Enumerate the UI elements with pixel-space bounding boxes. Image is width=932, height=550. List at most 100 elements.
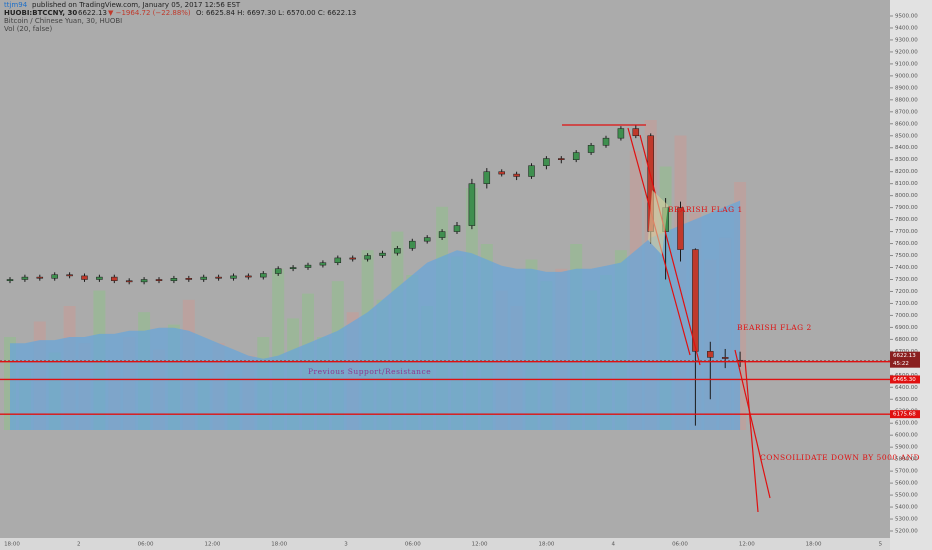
trend-line	[744, 359, 759, 513]
y-tick-label: 9300.00	[895, 37, 918, 43]
candle-body	[81, 275, 88, 280]
candle-body	[245, 275, 252, 278]
y-tick-label: 7700.00	[895, 229, 918, 235]
y-tick-label: 8700.00	[895, 109, 918, 115]
candle-body	[349, 257, 356, 260]
candle-body	[334, 257, 342, 263]
candle-body	[721, 357, 729, 359]
y-tick-label: 6400.00	[895, 385, 918, 391]
candle-body	[185, 278, 193, 280]
y-tick-label: 8100.00	[895, 181, 918, 187]
candle-body	[289, 267, 297, 269]
symbol: HUOBI:BTCCNY, 30	[4, 9, 77, 17]
x-tick-label: 06:00	[138, 542, 154, 548]
y-tick-label: 7600.00	[895, 241, 918, 247]
y-tick-label: 9100.00	[895, 61, 918, 67]
candle-body	[394, 248, 401, 254]
candle-body	[215, 276, 222, 279]
x-tick-label: 18:00	[4, 542, 20, 548]
y-tick-label: 9400.00	[895, 25, 918, 31]
candle-body	[170, 278, 178, 281]
x-tick-label: 18:00	[806, 542, 822, 548]
y-tick-label: 8300.00	[895, 157, 918, 163]
y-tick-label: 8600.00	[895, 121, 918, 127]
y-tick-label: 8500.00	[895, 133, 918, 139]
candle-body	[125, 280, 133, 283]
x-tick-label: 18:00	[271, 542, 287, 548]
candle-body	[409, 240, 416, 249]
price: 6622.13	[78, 9, 107, 17]
y-tick-label: 5500.00	[895, 493, 918, 499]
change: ▼ −1964.72 (−22.88%)	[108, 9, 191, 17]
y-tick-label: 5200.00	[895, 529, 918, 535]
series-name: Bitcoin / Chinese Yuan, 30, HUOBI	[4, 17, 122, 25]
marks	[4, 120, 747, 430]
annotation: CONSOILIDATE DOWN BY 5000 AND	[760, 453, 920, 462]
y-tick-label: 8000.00	[895, 193, 918, 199]
y-tick-label: 7300.00	[895, 277, 918, 283]
annotation: Previous Support/Resistance	[308, 367, 431, 376]
y-tick-label: 9000.00	[895, 73, 918, 79]
flag-shape	[648, 190, 668, 255]
candle-body	[140, 279, 148, 283]
level-label: 6465.30	[893, 377, 916, 383]
price-axis	[890, 0, 932, 550]
countdown: 45:22	[893, 361, 909, 367]
y-tick-label: 5700.00	[895, 469, 918, 475]
candle-body	[21, 276, 29, 280]
candle-body	[423, 237, 431, 242]
y-tick-label: 9200.00	[895, 49, 918, 55]
candle-body	[632, 128, 640, 137]
candle-body	[319, 262, 327, 266]
candle-body	[558, 158, 565, 160]
candle-body	[498, 171, 505, 175]
candle-body	[438, 231, 446, 238]
candle-body	[304, 264, 312, 268]
volume-ma-area	[10, 200, 741, 430]
x-tick-label: 12:00	[739, 542, 755, 548]
y-tick-label: 8400.00	[895, 145, 918, 151]
ohlc: O: 6625.84 H: 6697.30 L: 6570.00 C: 6622…	[196, 9, 356, 17]
trend-line	[639, 134, 701, 366]
candle-body	[453, 225, 461, 232]
y-tick-label: 7000.00	[895, 313, 918, 319]
candle-body	[230, 275, 237, 279]
candle-body	[51, 274, 58, 279]
x-tick-label: 12:00	[472, 542, 488, 548]
y-tick-label: 7500.00	[895, 253, 918, 259]
x-tick-label: 4	[611, 542, 615, 548]
y-tick-label: 6100.00	[895, 421, 918, 427]
candle-body	[155, 279, 163, 281]
x-tick-label: 06:00	[672, 542, 688, 548]
y-tick-label: 8200.00	[895, 169, 918, 175]
indicator: Vol (20, false)	[4, 25, 52, 33]
candle-body	[364, 255, 371, 260]
y-tick-label: 6900.00	[895, 325, 918, 331]
y-tick-label: 8900.00	[895, 85, 918, 91]
candle-body	[260, 273, 267, 278]
candle-body	[274, 268, 282, 274]
candle-body	[513, 173, 520, 177]
x-tick-label: 18:00	[538, 542, 554, 548]
y-tick-label: 7400.00	[895, 265, 918, 271]
last-price-tag	[890, 351, 920, 368]
candle-body	[587, 145, 595, 153]
x-tick-label: 2	[77, 542, 81, 548]
y-tick-label: 5600.00	[895, 481, 918, 487]
annotation: BEARISH FLAG 1	[668, 205, 743, 214]
x-tick-label: 5	[879, 542, 883, 548]
y-tick-label: 5800.00	[895, 457, 918, 463]
candle-body	[602, 137, 610, 146]
candle-body	[692, 249, 699, 352]
x-tick-label: 12:00	[204, 542, 220, 548]
candle-body	[200, 276, 207, 280]
y-tick-label: 5400.00	[895, 505, 918, 511]
y-tick-label: 6300.00	[895, 397, 918, 403]
candle-body	[66, 274, 73, 277]
author[interactable]: ttjm94	[4, 1, 28, 9]
candle-body	[543, 158, 550, 166]
candle-body	[379, 252, 386, 256]
candle-body	[707, 351, 714, 358]
y-tick-label: 6000.00	[895, 433, 918, 439]
